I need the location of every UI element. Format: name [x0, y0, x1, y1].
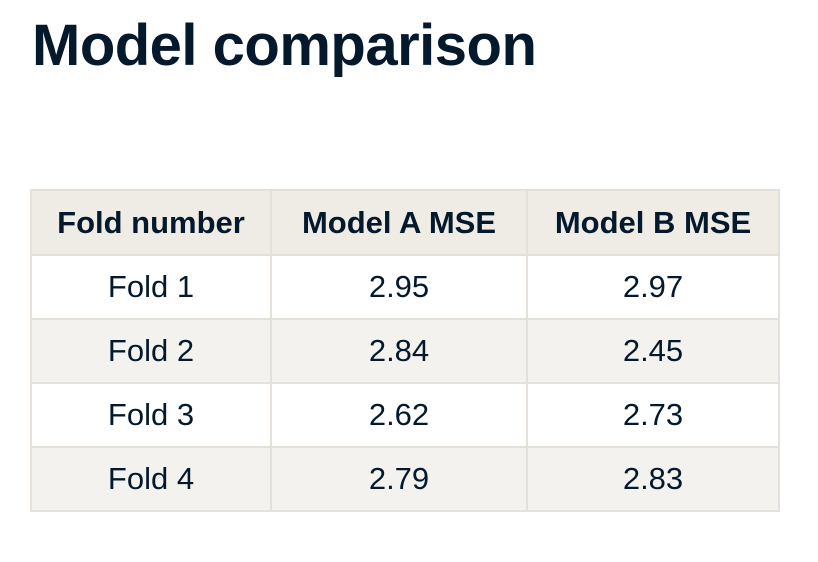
model-a-mse-cell: 2.62: [270, 382, 528, 448]
model-b-mse-cell: 2.73: [526, 382, 780, 448]
fold-cell: Fold 4: [30, 446, 272, 512]
table-header-row: Fold number Model A MSE Model B MSE: [30, 189, 780, 256]
fold-cell: Fold 3: [30, 382, 272, 448]
fold-cell: Fold 2: [30, 318, 272, 384]
model-b-mse-cell: 2.97: [526, 254, 780, 320]
column-header-model-b-mse: Model B MSE: [526, 189, 780, 256]
table-row: Fold 2 2.84 2.45: [30, 318, 780, 384]
fold-cell: Fold 1: [30, 254, 272, 320]
model-comparison-table: Fold number Model A MSE Model B MSE Fold…: [30, 189, 780, 512]
model-a-mse-cell: 2.95: [270, 254, 528, 320]
column-header-fold-number: Fold number: [30, 189, 272, 256]
page-title: Model comparison: [32, 13, 537, 78]
model-b-mse-cell: 2.45: [526, 318, 780, 384]
table-row: Fold 1 2.95 2.97: [30, 254, 780, 320]
column-header-model-a-mse: Model A MSE: [270, 189, 528, 256]
model-a-mse-cell: 2.84: [270, 318, 528, 384]
model-b-mse-cell: 2.83: [526, 446, 780, 512]
table-row: Fold 4 2.79 2.83: [30, 446, 780, 512]
model-a-mse-cell: 2.79: [270, 446, 528, 512]
table-row: Fold 3 2.62 2.73: [30, 382, 780, 448]
